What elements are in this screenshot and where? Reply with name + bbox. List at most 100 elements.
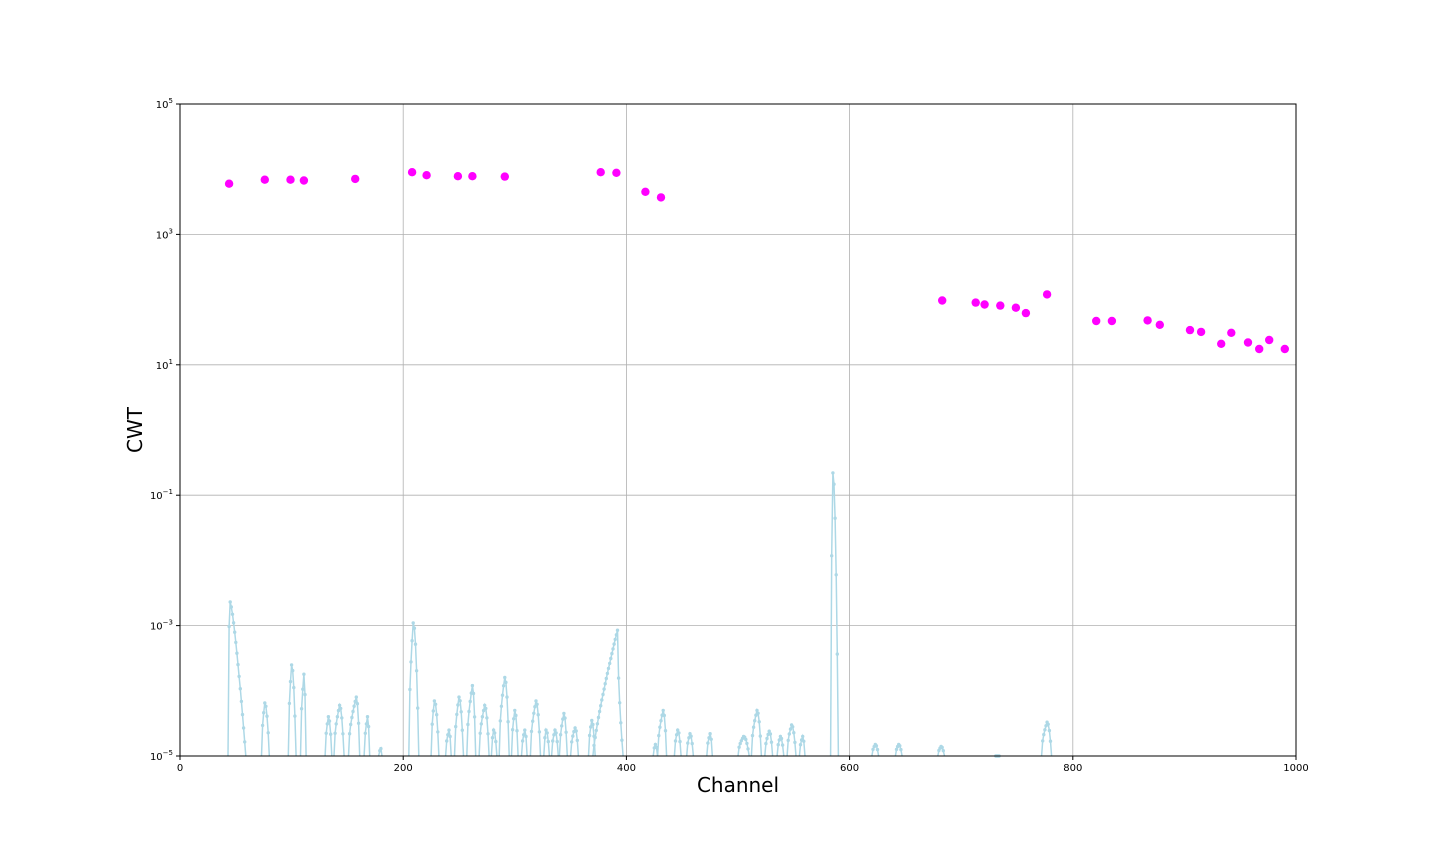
cwt-point	[573, 726, 577, 730]
cwt-point	[456, 703, 460, 707]
cwt-point	[787, 732, 791, 736]
cwt-point	[238, 687, 242, 691]
cwt-point	[433, 702, 438, 706]
cwt-peak-line	[498, 677, 510, 757]
cwt-point	[228, 600, 232, 604]
cwt-peak-line	[529, 700, 542, 757]
cwt-point	[227, 624, 231, 629]
cwt-point	[832, 482, 836, 486]
cwt-point	[757, 720, 761, 724]
cwt-point	[894, 747, 899, 752]
cwt-point	[940, 745, 944, 750]
cwt-point	[768, 732, 773, 736]
cwt-point	[512, 717, 516, 721]
cwt-point	[354, 695, 358, 699]
peak-marker	[1255, 344, 1264, 354]
cwt-point	[493, 731, 497, 735]
cwt-point	[753, 719, 757, 723]
cwt-point	[505, 695, 509, 699]
cwt-point	[676, 728, 680, 732]
cwt-point	[503, 675, 507, 680]
peak-marker	[1243, 338, 1253, 347]
peak-marker	[224, 179, 234, 188]
cwt-point	[485, 716, 489, 720]
cwt-point	[524, 734, 528, 739]
y-tick-exponent: 5	[169, 97, 173, 105]
cwt-point	[1047, 728, 1052, 733]
cwt-point	[756, 711, 760, 715]
cwt-point	[430, 722, 434, 726]
cwt-point	[326, 715, 331, 719]
cwt-point	[301, 687, 305, 691]
cwt-point	[604, 676, 608, 681]
cwt-point	[260, 723, 265, 728]
cwt-point	[457, 695, 461, 699]
y-tick-base: 10	[150, 752, 163, 763]
cwt-point	[335, 715, 340, 719]
cwt-point	[531, 719, 535, 723]
y-tick-exponent: 3	[169, 227, 173, 235]
cwt-point	[595, 722, 600, 726]
peak-marker	[596, 168, 605, 177]
peak-marker	[1196, 327, 1206, 337]
cwt-point	[411, 621, 415, 625]
cwt-point	[570, 740, 574, 744]
cwt-point	[536, 713, 540, 717]
cwt-point	[835, 652, 839, 656]
cwt-point	[709, 737, 713, 741]
cwt-point	[746, 747, 750, 751]
cwt-point	[480, 715, 485, 719]
cwt-peak-line	[333, 702, 345, 757]
cwt-point	[414, 669, 419, 673]
cwt-point	[288, 679, 293, 684]
cwt-point	[653, 742, 658, 747]
cwt-point	[563, 716, 567, 720]
cwt-point	[529, 729, 534, 734]
cwt-point	[898, 744, 902, 748]
cwt-point	[481, 708, 486, 713]
cwt-point	[435, 713, 439, 717]
cwt-point	[601, 692, 605, 697]
cwt-point	[447, 728, 451, 732]
cwt-peak-line	[706, 733, 714, 757]
cwt-point	[791, 725, 795, 729]
cwt-point	[661, 708, 665, 713]
cwt-point	[458, 699, 462, 703]
cwt-point	[590, 718, 594, 723]
cwt-point	[875, 747, 880, 752]
peak-marker	[612, 168, 621, 177]
cwt-point	[793, 740, 797, 745]
cwt-point	[303, 692, 307, 697]
peak-marker	[641, 187, 650, 196]
cwt-point	[365, 715, 370, 719]
cwt-point	[599, 704, 603, 708]
cwt-point	[589, 725, 593, 729]
cwt-point	[341, 732, 345, 736]
cwt-point	[543, 736, 547, 740]
cwt-point	[448, 734, 452, 739]
cwt-point	[515, 729, 519, 733]
cwt-point	[379, 746, 383, 751]
cwt-point	[413, 642, 418, 646]
cwt-point	[678, 739, 682, 744]
x-axis-label: Channel	[697, 773, 779, 797]
x-tick-label: 200	[394, 763, 413, 774]
cwt-point	[468, 699, 472, 704]
peak-marker	[422, 171, 431, 180]
y-tick-label: 10−1	[150, 488, 173, 502]
cwt-point	[454, 724, 458, 729]
cwt-point	[677, 731, 681, 735]
cwt-point	[337, 703, 342, 707]
cwt-point	[615, 628, 620, 632]
peak-marker	[351, 174, 360, 184]
cwt-point	[546, 739, 550, 744]
peak-marker	[260, 175, 269, 184]
cwt-point	[494, 739, 498, 744]
cwt-point	[1041, 739, 1045, 743]
cwt-point	[612, 642, 616, 646]
cwt-point	[596, 715, 601, 720]
cwt-point	[459, 710, 463, 714]
cwt-point	[608, 661, 612, 666]
cwt-point	[1046, 722, 1050, 726]
